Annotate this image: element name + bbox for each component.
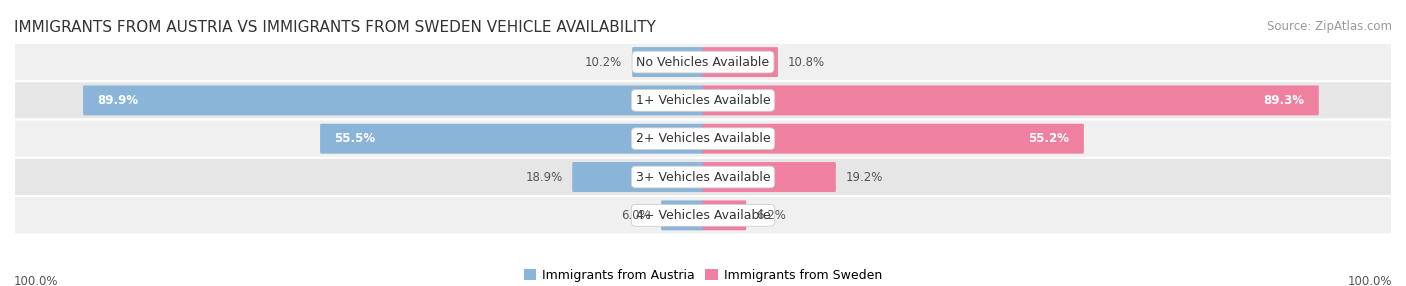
FancyBboxPatch shape bbox=[14, 43, 1392, 81]
Text: IMMIGRANTS FROM AUSTRIA VS IMMIGRANTS FROM SWEDEN VEHICLE AVAILABILITY: IMMIGRANTS FROM AUSTRIA VS IMMIGRANTS FR… bbox=[14, 20, 657, 35]
FancyBboxPatch shape bbox=[703, 47, 778, 77]
Text: 100.0%: 100.0% bbox=[14, 275, 59, 286]
Legend: Immigrants from Austria, Immigrants from Sweden: Immigrants from Austria, Immigrants from… bbox=[524, 269, 882, 282]
Text: 89.9%: 89.9% bbox=[97, 94, 139, 107]
Text: 55.2%: 55.2% bbox=[1029, 132, 1070, 145]
Text: No Vehicles Available: No Vehicles Available bbox=[637, 55, 769, 69]
Text: 6.0%: 6.0% bbox=[621, 209, 651, 222]
Text: 55.5%: 55.5% bbox=[335, 132, 375, 145]
Text: 2+ Vehicles Available: 2+ Vehicles Available bbox=[636, 132, 770, 145]
Text: 10.8%: 10.8% bbox=[787, 55, 825, 69]
FancyBboxPatch shape bbox=[321, 124, 703, 154]
Text: 6.2%: 6.2% bbox=[756, 209, 786, 222]
Text: 18.9%: 18.9% bbox=[526, 170, 562, 184]
Text: 89.3%: 89.3% bbox=[1264, 94, 1305, 107]
Text: 19.2%: 19.2% bbox=[845, 170, 883, 184]
FancyBboxPatch shape bbox=[633, 47, 703, 77]
FancyBboxPatch shape bbox=[703, 86, 1319, 115]
FancyBboxPatch shape bbox=[661, 200, 703, 230]
FancyBboxPatch shape bbox=[14, 196, 1392, 235]
FancyBboxPatch shape bbox=[703, 124, 1084, 154]
FancyBboxPatch shape bbox=[572, 162, 703, 192]
FancyBboxPatch shape bbox=[703, 162, 835, 192]
FancyBboxPatch shape bbox=[14, 158, 1392, 196]
Text: 10.2%: 10.2% bbox=[585, 55, 623, 69]
Text: 3+ Vehicles Available: 3+ Vehicles Available bbox=[636, 170, 770, 184]
FancyBboxPatch shape bbox=[83, 86, 703, 115]
FancyBboxPatch shape bbox=[14, 120, 1392, 158]
FancyBboxPatch shape bbox=[14, 81, 1392, 120]
Text: 100.0%: 100.0% bbox=[1347, 275, 1392, 286]
Text: 4+ Vehicles Available: 4+ Vehicles Available bbox=[636, 209, 770, 222]
FancyBboxPatch shape bbox=[703, 200, 747, 230]
Text: Source: ZipAtlas.com: Source: ZipAtlas.com bbox=[1267, 20, 1392, 33]
Text: 1+ Vehicles Available: 1+ Vehicles Available bbox=[636, 94, 770, 107]
